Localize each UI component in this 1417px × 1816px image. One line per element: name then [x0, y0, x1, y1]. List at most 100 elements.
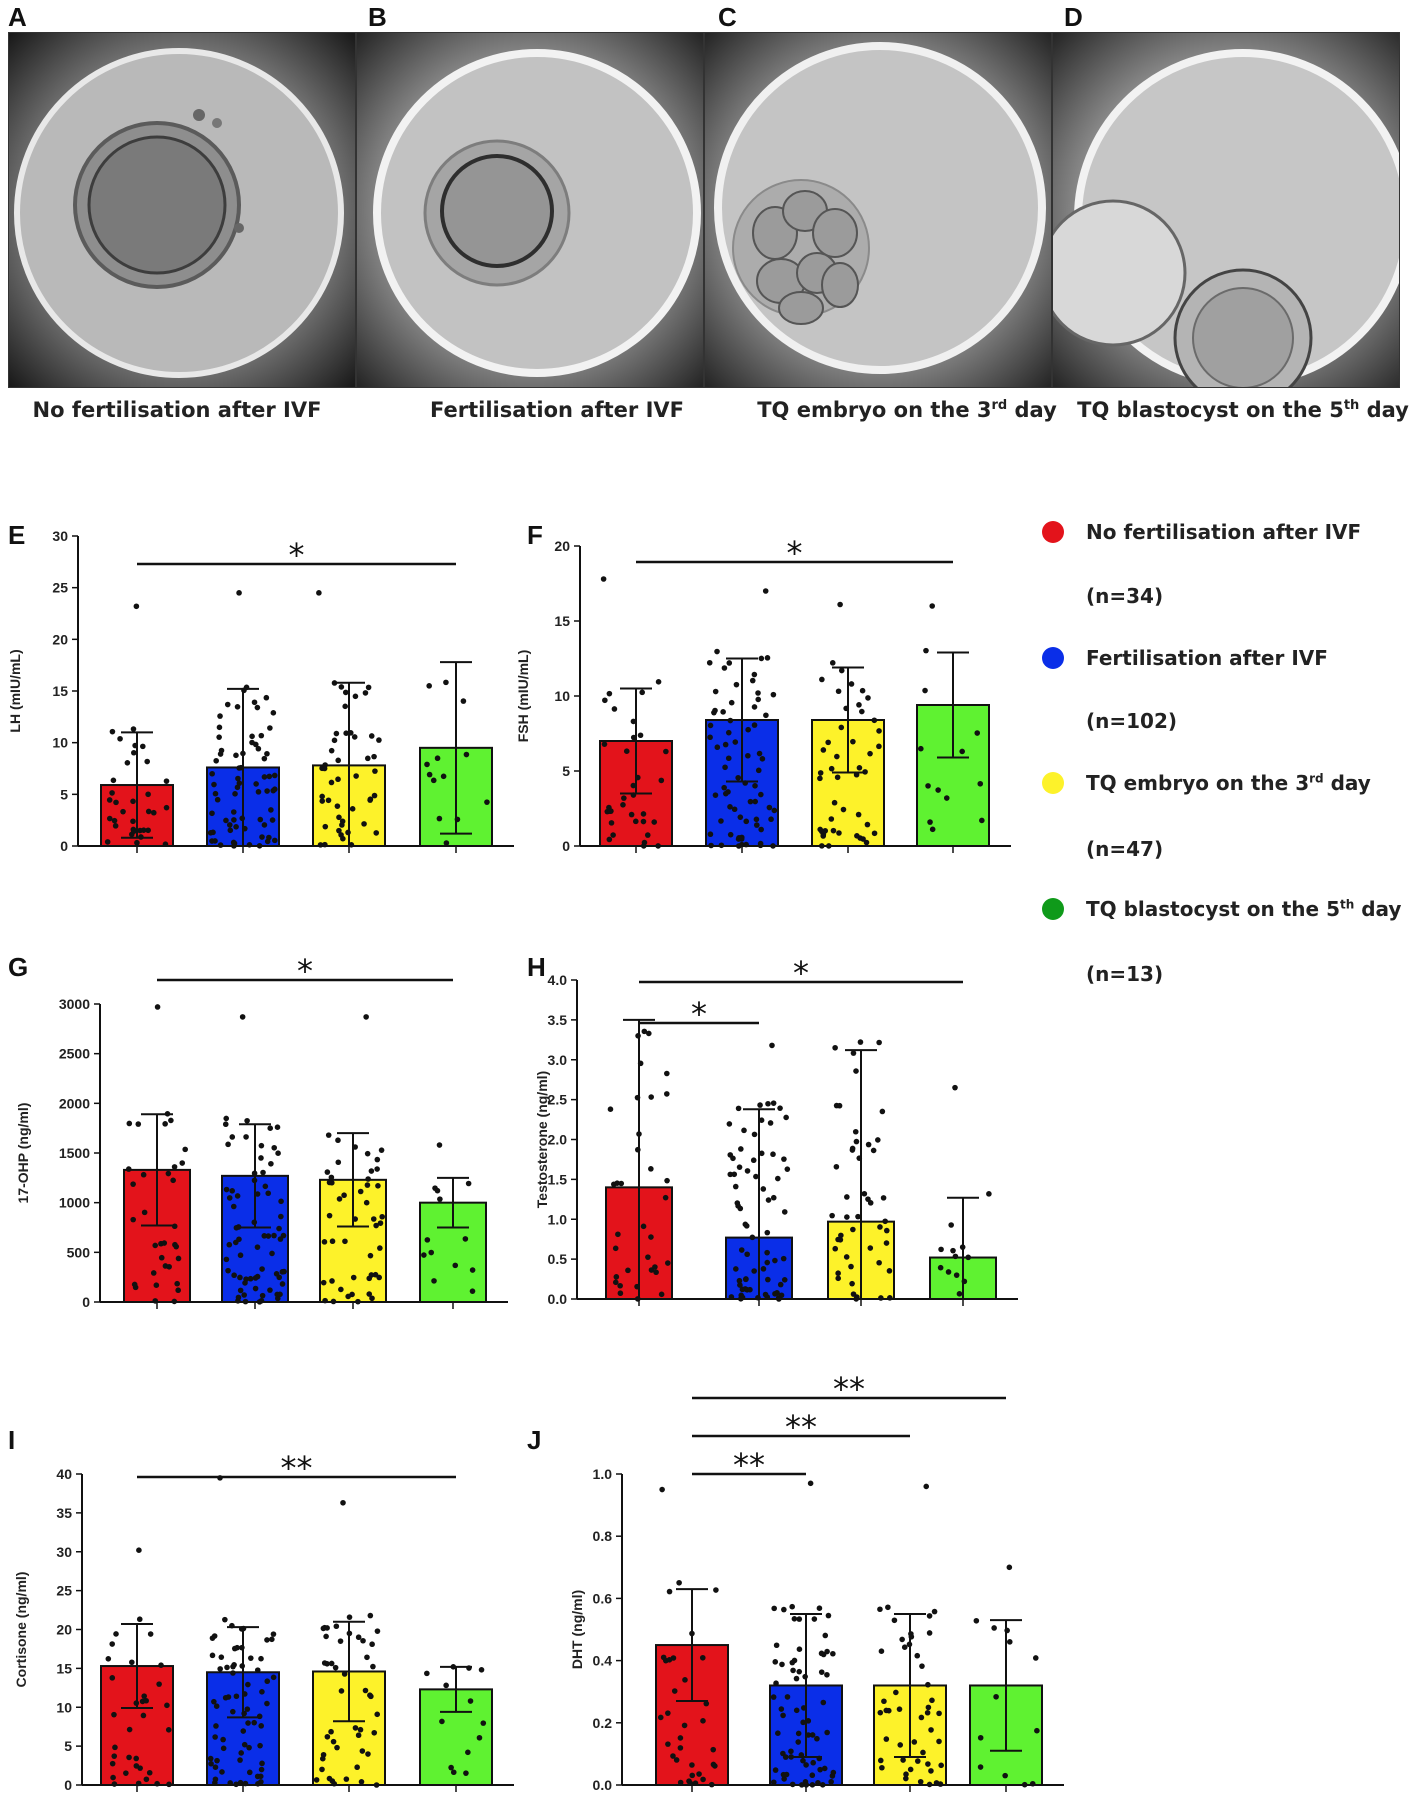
- data-point: [227, 827, 234, 834]
- data-point: [625, 1267, 631, 1274]
- data-point: [126, 1726, 133, 1733]
- data-point: [257, 816, 264, 823]
- data-point: [379, 1213, 385, 1220]
- data-point: [735, 1203, 741, 1209]
- legend-item-tq-blastocyst: TQ blastocyst on the 5th day: [1042, 897, 1401, 921]
- data-point: [876, 1259, 882, 1266]
- data-point: [452, 1262, 459, 1269]
- data-point: [653, 1269, 659, 1276]
- y-tick-label: 3000: [59, 996, 90, 1012]
- data-point: [755, 767, 762, 774]
- data-point: [326, 1212, 333, 1219]
- data-point: [235, 1294, 242, 1301]
- y-tick-label: 3.5: [548, 1012, 568, 1028]
- data-point: [751, 722, 758, 728]
- data-point: [136, 1616, 143, 1623]
- data-point: [803, 1782, 810, 1788]
- data-point: [799, 1782, 805, 1788]
- data-point: [319, 1755, 326, 1762]
- data-point: [259, 1689, 265, 1695]
- data-point: [796, 1616, 803, 1622]
- data-point: [818, 1669, 825, 1675]
- data-point: [275, 1150, 281, 1156]
- data-point: [161, 1240, 168, 1246]
- data-point: [878, 1295, 884, 1301]
- data-point: [732, 1183, 739, 1190]
- data-point: [639, 689, 645, 696]
- data-point: [879, 1108, 886, 1115]
- data-point: [328, 1174, 335, 1181]
- data-point: [329, 1278, 335, 1284]
- data-point: [341, 1671, 348, 1677]
- data-point: [350, 1274, 357, 1281]
- data-point: [463, 751, 470, 758]
- data-point: [935, 787, 941, 793]
- data-point: [883, 1227, 890, 1234]
- data-point: [222, 1121, 229, 1128]
- data-point: [478, 1667, 485, 1673]
- data-point: [681, 1722, 688, 1729]
- data-point: [832, 1245, 839, 1252]
- y-tick-label: 20: [56, 1622, 72, 1638]
- data-point: [707, 722, 714, 729]
- y-tick-label: 15: [52, 683, 68, 699]
- data-point: [991, 1625, 997, 1631]
- data-point: [109, 728, 116, 735]
- data-point: [269, 1636, 275, 1643]
- data-point: [237, 1252, 244, 1259]
- data-point: [143, 1776, 150, 1783]
- data-point: [822, 1632, 829, 1639]
- data-point: [139, 743, 146, 750]
- y-tick-label: 20: [52, 631, 68, 647]
- data-point: [876, 728, 882, 734]
- data-point: [834, 774, 841, 781]
- data-point: [886, 1268, 893, 1274]
- data-point: [743, 1223, 750, 1229]
- data-point: [708, 842, 714, 849]
- data-point: [664, 1070, 670, 1077]
- data-point: [665, 1260, 671, 1266]
- data-point: [753, 1173, 759, 1180]
- data-point: [237, 1757, 243, 1763]
- data-point: [865, 1141, 872, 1148]
- data-point: [615, 1231, 621, 1238]
- data-point: [718, 818, 724, 824]
- data-point: [336, 1196, 343, 1202]
- y-tick-label: 25: [52, 580, 68, 596]
- data-point: [217, 842, 224, 848]
- data-point: [336, 814, 342, 821]
- data-point: [820, 1699, 827, 1706]
- data-point: [261, 755, 268, 762]
- data-point: [771, 1605, 777, 1612]
- data-point: [367, 1612, 374, 1619]
- data-point: [214, 1757, 220, 1764]
- data-point: [252, 1285, 259, 1292]
- data-point: [278, 1198, 284, 1205]
- data-point: [730, 1155, 736, 1162]
- data-point: [374, 1711, 381, 1718]
- data-point: [606, 690, 613, 697]
- data-point: [733, 681, 740, 688]
- data-point: [136, 1547, 142, 1553]
- significance-label: *: [297, 952, 313, 990]
- data-point: [764, 1249, 770, 1256]
- data-point: [371, 753, 377, 760]
- data-point: [130, 726, 137, 732]
- data-point: [743, 1276, 749, 1283]
- data-point: [707, 734, 713, 741]
- data-point: [278, 1213, 284, 1220]
- data-point: [123, 1770, 129, 1776]
- data-point: [140, 1712, 147, 1719]
- data-point: [233, 1693, 240, 1700]
- data-point: [689, 1772, 696, 1779]
- data-point: [784, 1694, 791, 1700]
- data-point: [363, 1199, 370, 1206]
- data-point: [426, 771, 433, 778]
- data-point: [216, 734, 222, 740]
- data-point: [762, 588, 769, 594]
- data-point: [342, 703, 348, 710]
- data-point: [614, 1180, 620, 1186]
- data-point: [714, 744, 721, 751]
- data-point: [170, 1177, 176, 1184]
- data-point: [255, 789, 262, 795]
